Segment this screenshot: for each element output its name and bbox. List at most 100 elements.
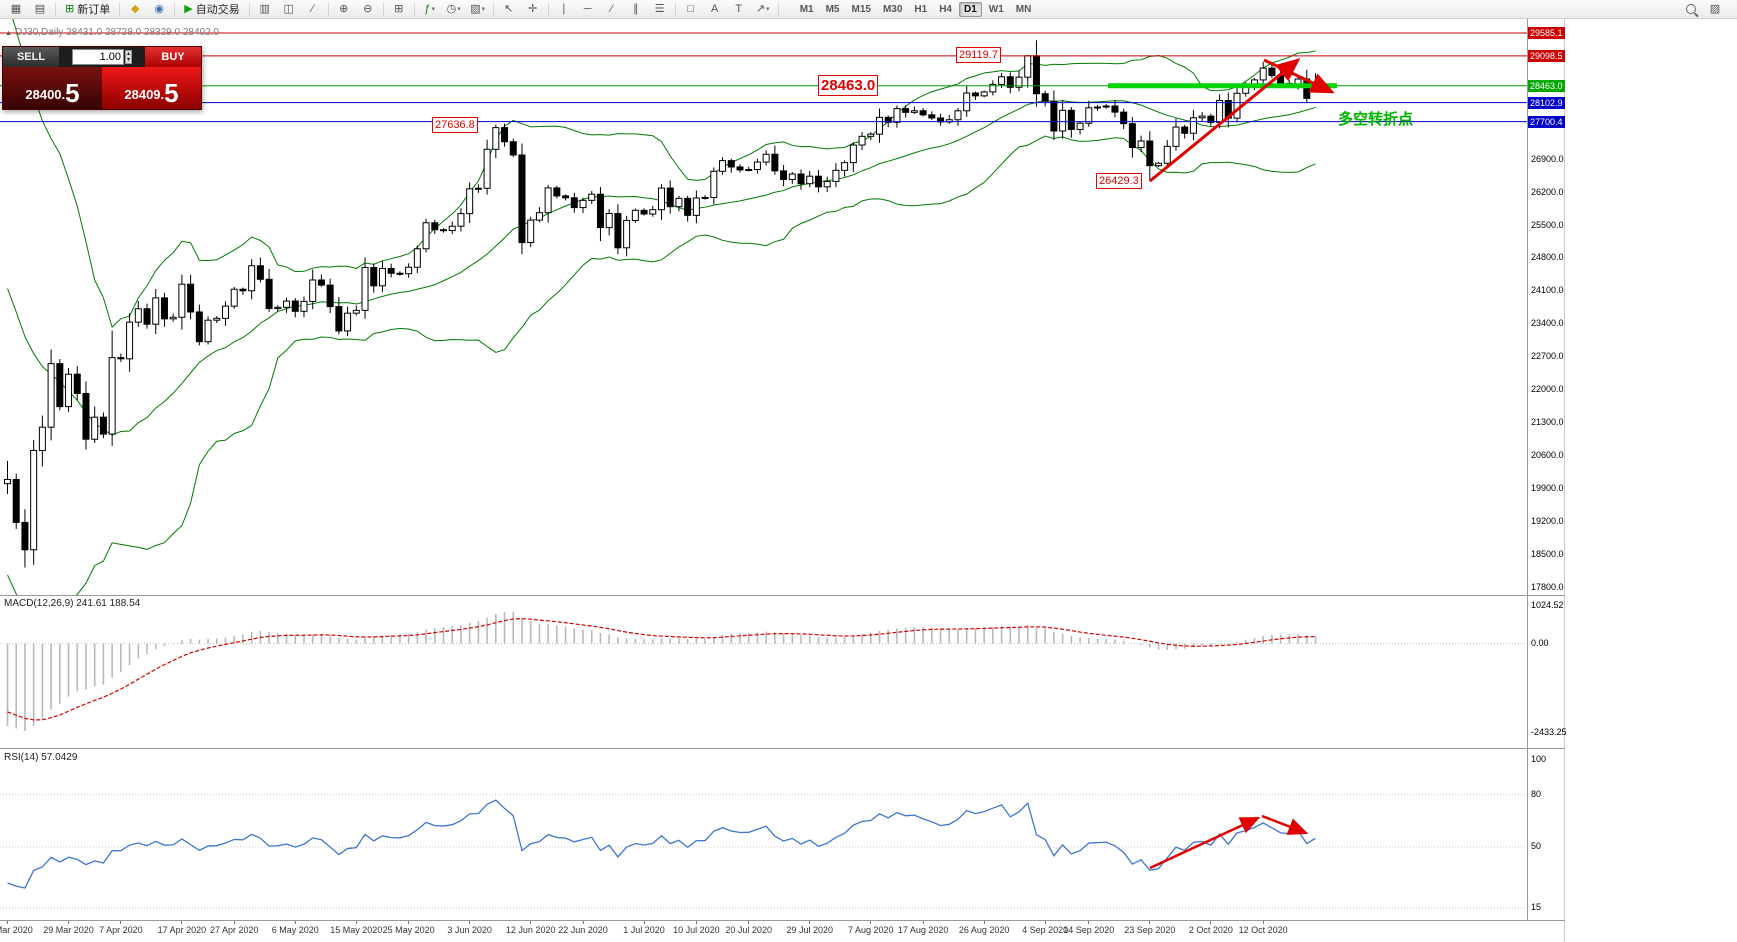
toolbar: ▦ ▤ ⊞ 新订单 ◆ ◉ ▶ 自动交易 ▥ ◫ ∕ ⊕ ⊖ ⊞ ƒ ▾ ◷ ▾ ▧ ▾ ↖ ✛ ∣ ─ ∕ ∥ ☰ □ A T ↗ ▾ M1 M… bbox=[0, 0, 1737, 19]
new-order-button[interactable]: ⊞ 新订单 bbox=[60, 1, 115, 17]
crosshair-icon[interactable]: ✛ bbox=[522, 1, 544, 17]
data-window-icon[interactable]: ▨ bbox=[1704, 1, 1726, 17]
line-chart-icon[interactable]: ∕ bbox=[302, 1, 324, 17]
tile-windows-icon: ⊞ bbox=[394, 3, 404, 15]
date-label: 15 May 2020 bbox=[330, 925, 383, 935]
vertical-line-icon[interactable]: ∣ bbox=[553, 1, 575, 17]
new-chart-icon: ▦ bbox=[10, 3, 22, 15]
date-tick-mark bbox=[1044, 921, 1046, 924]
fibonacci-icon[interactable]: ☰ bbox=[649, 1, 671, 17]
date-label: 22 Jun 2020 bbox=[558, 925, 608, 935]
timeframe-toolbar: M1 M5 M15 M30 H1 H4 D1 W1 MN bbox=[794, 1, 1038, 17]
trendline-icon[interactable]: ∕ bbox=[601, 1, 623, 17]
date-tick-mark bbox=[870, 921, 872, 924]
volume-input[interactable] bbox=[71, 49, 124, 65]
periods-icon[interactable]: ◷ ▾ bbox=[443, 1, 465, 17]
market-icon[interactable]: ◆ bbox=[124, 1, 146, 17]
ohlc-bars-icon[interactable]: ▥ bbox=[254, 1, 276, 17]
indicators-icon: ƒ bbox=[424, 3, 431, 15]
templates-icon[interactable]: ▧ ▾ bbox=[467, 1, 489, 17]
date-tick-mark bbox=[643, 921, 645, 924]
arrows-icon[interactable]: ↗ ▾ bbox=[752, 1, 774, 17]
buy-label: BUY bbox=[145, 47, 201, 67]
rsi-scale-label: 50 bbox=[1531, 841, 1542, 852]
date-label: 2 Oct 2020 bbox=[1188, 925, 1233, 935]
buy-button[interactable]: 28409. 5 bbox=[102, 67, 201, 109]
price-tick-label: 21300.0 bbox=[1531, 416, 1564, 427]
label-icon[interactable]: T bbox=[728, 1, 750, 17]
auto-trading-button[interactable]: ▶ 自动交易 bbox=[179, 1, 244, 17]
timeframe-h1[interactable]: H1 bbox=[914, 3, 928, 15]
market-icon: ◆ bbox=[130, 3, 140, 15]
rsi-label: RSI(14) 57.0429 bbox=[4, 752, 78, 763]
periods-icon: ◷ bbox=[446, 3, 457, 15]
date-tick-mark bbox=[7, 921, 8, 924]
volume-field[interactable]: ▴▾ bbox=[59, 47, 145, 67]
horizontal-line-icon[interactable]: ─ bbox=[577, 1, 599, 17]
search-icon[interactable] bbox=[1680, 1, 1702, 17]
toolbar-separator bbox=[492, 2, 494, 16]
timeframe-d1[interactable]: D1 bbox=[959, 1, 982, 17]
toolbar-separator bbox=[174, 2, 176, 16]
new-chart-icon[interactable]: ▦ bbox=[5, 1, 27, 17]
horizontal-line-icon: ─ bbox=[583, 3, 592, 15]
timeframe-m30[interactable]: M30 bbox=[882, 3, 903, 15]
date-tick-mark bbox=[1210, 921, 1212, 924]
toolbar-separator bbox=[248, 2, 250, 16]
sell-button[interactable]: 28400. 5 bbox=[3, 67, 102, 109]
date-label: 19 Mar 2020 bbox=[0, 925, 33, 935]
shapes-icon[interactable]: □ bbox=[680, 1, 702, 17]
zoom-in-icon[interactable]: ⊕ bbox=[333, 1, 355, 17]
indicators-icon[interactable]: ƒ ▾ bbox=[419, 1, 441, 17]
chart-title-text: DJ30,Daily 28431.0 28728.0 28329.0 28402… bbox=[14, 27, 219, 38]
community-icon[interactable]: ◉ bbox=[148, 1, 170, 17]
date-label: 26 Aug 2020 bbox=[958, 925, 1010, 935]
toolbar-separator bbox=[55, 2, 56, 16]
auto-trading-button-label: 自动交易 bbox=[195, 4, 240, 16]
timeframe-mn[interactable]: MN bbox=[1015, 3, 1032, 15]
candlestick-chart-icon[interactable]: ◫ bbox=[278, 1, 300, 17]
price-tick-label: 25500.0 bbox=[1531, 219, 1564, 230]
date-tick-mark bbox=[922, 921, 924, 924]
price-tick-label: 22000.0 bbox=[1531, 384, 1564, 395]
sell-label: SELL bbox=[3, 47, 59, 67]
date-label: 14 Sep 2020 bbox=[1063, 925, 1115, 935]
price-scale[interactable]: 26900.0 26200.0 25500.0 24800.0 24100.0 23400… bbox=[1528, 19, 1567, 921]
ohlc-bars-icon: ▥ bbox=[259, 3, 270, 15]
buy-price-pips: 5 bbox=[164, 78, 179, 108]
chart-window[interactable] bbox=[0, 19, 1565, 942]
price-line-tag: 29585.1 bbox=[1528, 27, 1565, 39]
volume-stepper[interactable]: ▴ ▾ bbox=[124, 50, 132, 64]
profiles-icon[interactable]: ▤ bbox=[29, 1, 51, 17]
rsi-scale-label: 80 bbox=[1531, 789, 1542, 800]
macd-label: MACD(12,26,9) 241.61 188.54 bbox=[4, 598, 141, 609]
turning-point-note[interactable]: 多空转折点 bbox=[1338, 111, 1414, 128]
date-label: 17 Apr 2020 bbox=[157, 925, 207, 935]
vertical-line-icon: ∣ bbox=[560, 3, 567, 15]
timeframe-w1[interactable]: W1 bbox=[988, 3, 1004, 15]
timeframe-m15[interactable]: M15 bbox=[851, 3, 871, 15]
volume-down-icon[interactable]: ▾ bbox=[126, 57, 130, 63]
data-window-icon: ▨ bbox=[1709, 3, 1721, 15]
date-tick-mark bbox=[582, 921, 584, 924]
cursor-icon: ↖ bbox=[504, 3, 514, 15]
time-scale[interactable]: 19 Mar 2020 29 Mar 2020 7 Apr 2020 17 Apr 2… bbox=[0, 921, 1527, 942]
rsi-scale-label: 100 bbox=[1531, 754, 1547, 765]
zoom-out-icon[interactable]: ⊖ bbox=[357, 1, 379, 17]
date-label: 6 May 2020 bbox=[271, 925, 319, 935]
tile-windows-icon[interactable]: ⊞ bbox=[388, 1, 410, 17]
cursor-icon[interactable]: ↖ bbox=[498, 1, 520, 17]
text-icon[interactable]: A bbox=[704, 1, 726, 17]
date-label: 7 Apr 2020 bbox=[99, 925, 143, 935]
timeframe-h4[interactable]: H4 bbox=[939, 3, 952, 15]
candlestick-chart-icon: ◫ bbox=[283, 3, 294, 15]
date-tick-mark bbox=[748, 921, 750, 924]
sell-price-pips: 5 bbox=[65, 78, 80, 108]
channel-icon[interactable]: ∥ bbox=[625, 1, 647, 17]
date-tick-mark bbox=[120, 921, 122, 924]
timeframe-m5[interactable]: M5 bbox=[825, 3, 840, 15]
profiles-icon: ▤ bbox=[34, 3, 46, 15]
timeframe-m1[interactable]: M1 bbox=[799, 3, 814, 15]
crosshair-icon: ✛ bbox=[528, 3, 538, 15]
